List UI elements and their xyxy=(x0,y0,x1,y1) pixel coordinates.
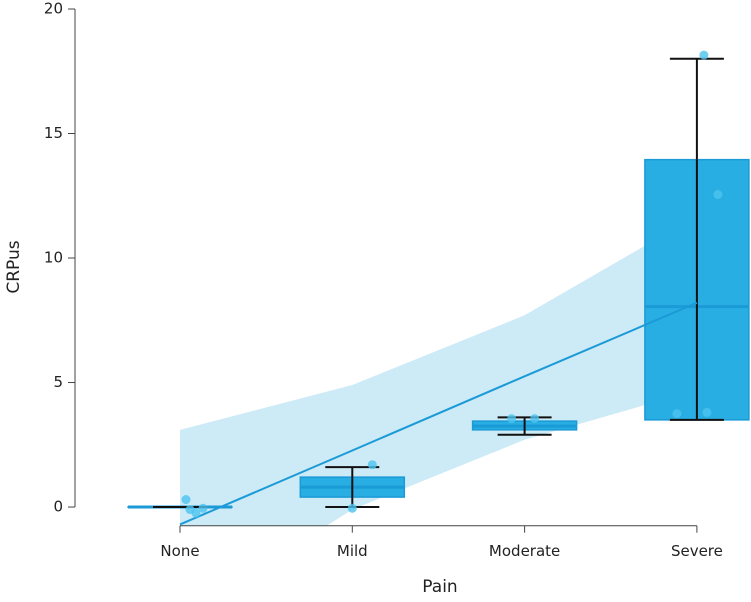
y-tick-label: 15 xyxy=(44,124,63,142)
data-point xyxy=(368,460,377,469)
x-tick-label: None xyxy=(160,542,199,560)
x-tick-label: Moderate xyxy=(489,542,560,560)
data-point xyxy=(182,495,191,504)
y-tick-label: 20 xyxy=(44,0,63,18)
y-axis-title: CRPus xyxy=(4,240,24,293)
plot-area xyxy=(128,51,749,598)
y-tick-label: 0 xyxy=(53,498,63,516)
confidence-band xyxy=(180,216,697,598)
data-point xyxy=(672,409,681,418)
data-point xyxy=(702,408,711,417)
y-tick-label: 5 xyxy=(53,373,63,391)
x-tick-label: Mild xyxy=(337,542,368,560)
data-point xyxy=(348,504,357,513)
data-point xyxy=(699,51,708,60)
data-point xyxy=(713,190,722,199)
x-tick-label: Severe xyxy=(671,542,723,560)
data-point xyxy=(199,504,208,513)
data-point xyxy=(507,414,516,423)
x-axis-title: Pain xyxy=(422,577,457,597)
y-tick-label: 10 xyxy=(44,249,63,267)
data-point xyxy=(530,414,539,423)
